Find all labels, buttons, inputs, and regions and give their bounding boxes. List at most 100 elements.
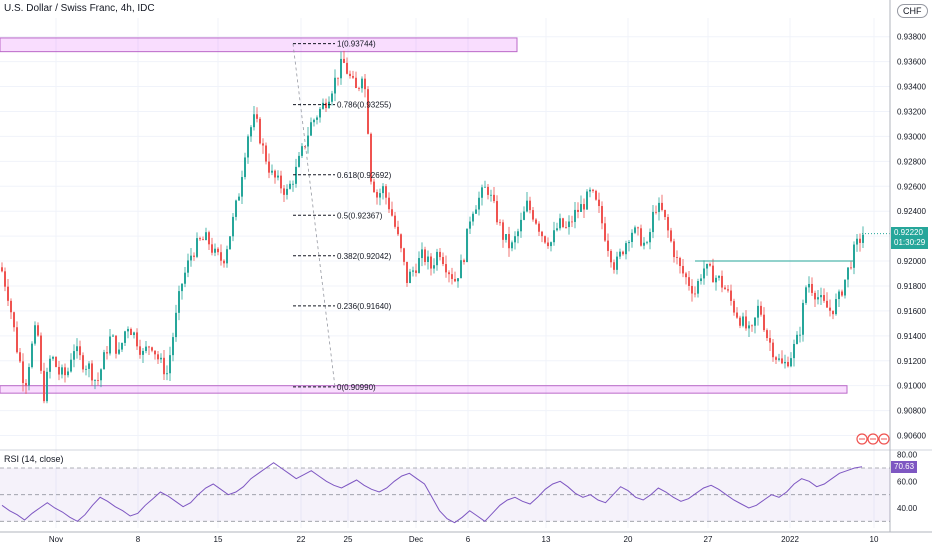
candle-body xyxy=(529,200,531,211)
candle-body xyxy=(238,196,240,201)
candle-body xyxy=(745,316,747,329)
candle-body xyxy=(67,371,69,376)
candle-body xyxy=(394,215,396,227)
candle-body xyxy=(523,211,525,220)
candle-body xyxy=(358,87,360,89)
candle-body xyxy=(490,194,492,196)
candle-body xyxy=(55,356,57,367)
candle-body xyxy=(628,241,630,244)
candle-body xyxy=(124,331,126,343)
candle-body xyxy=(79,346,81,356)
candle-body xyxy=(31,343,33,368)
candle-body xyxy=(793,343,795,359)
candle-body xyxy=(619,251,621,257)
fib-level-label: 0.382(0.92042) xyxy=(337,252,392,261)
candle-body xyxy=(427,256,429,262)
candle-body xyxy=(172,337,174,356)
candle-body xyxy=(583,204,585,210)
candle-body xyxy=(268,161,270,173)
candle-body xyxy=(631,232,633,242)
time-axis[interactable]: Nov 8 15 22 25 Dec 6 13 20 27 2022 10 xyxy=(0,531,932,544)
rsi-pane: 40.00 60.00 80.00 xyxy=(0,451,918,524)
candle-body xyxy=(85,368,87,370)
candle-body xyxy=(127,328,129,332)
candle-body xyxy=(241,177,243,197)
candle-body xyxy=(775,357,777,360)
candle-body xyxy=(385,186,387,198)
last-price-value: 0.92220 xyxy=(894,227,923,237)
candle-body xyxy=(844,279,846,296)
candle-body xyxy=(799,334,801,336)
candle-body xyxy=(724,287,726,290)
candle-body xyxy=(568,221,570,228)
candle-body xyxy=(679,257,681,266)
candle-body xyxy=(367,89,369,134)
candle-body xyxy=(727,289,729,291)
candle-body xyxy=(319,108,321,118)
candle-body xyxy=(580,204,582,212)
candle-body xyxy=(352,76,354,78)
candle-body xyxy=(316,117,318,120)
time-tick-label: 13 xyxy=(542,535,551,544)
candle-body xyxy=(505,234,507,240)
candle-body xyxy=(691,285,693,294)
candle-body xyxy=(265,145,267,162)
candle-body xyxy=(613,262,615,270)
candle-body xyxy=(82,355,84,370)
time-tick-label: 6 xyxy=(466,535,471,544)
candle-body xyxy=(58,366,60,375)
time-tick-label: 10 xyxy=(870,535,879,544)
candle-body xyxy=(376,192,378,198)
candle-body xyxy=(349,73,351,77)
rsi-tick-label: 60.00 xyxy=(897,477,918,486)
candle-body xyxy=(250,127,252,137)
candle-body xyxy=(721,275,723,288)
price-tick-label: 0.93000 xyxy=(897,132,926,141)
currency-badge[interactable]: CHF xyxy=(897,4,928,18)
price-tick-label: 0.93600 xyxy=(897,58,926,67)
candle-body xyxy=(211,244,213,253)
candle-body xyxy=(442,257,444,265)
candle-body xyxy=(409,271,411,283)
candle-body xyxy=(514,236,516,243)
candle-body xyxy=(676,257,678,258)
candle-body xyxy=(313,119,315,123)
candle-body xyxy=(652,211,654,233)
candle-body xyxy=(121,342,123,350)
candle-body xyxy=(772,342,774,358)
candle-body xyxy=(277,175,279,178)
candle-body xyxy=(790,358,792,367)
fib-level-label: 0(0.90990) xyxy=(337,383,376,392)
fib-level-label: 1(0.93744) xyxy=(337,40,376,49)
candle-body xyxy=(547,242,549,247)
last-price-tag: 0.92220 01:30:29 xyxy=(891,226,929,249)
candle-body xyxy=(142,350,144,355)
candle-body xyxy=(754,317,756,326)
fib-retracement[interactable]: 1(0.93744) 0.786(0.93255) 0.618(0.92692) 0.… xyxy=(292,40,392,392)
chart-title: U.S. Dollar / Swiss Franc, 4h, IDC xyxy=(4,3,155,14)
candle-body xyxy=(361,78,363,89)
candle-body xyxy=(571,221,573,223)
candle-body xyxy=(688,277,690,286)
candle-body xyxy=(808,283,810,288)
candle-body xyxy=(565,227,567,228)
candle-body xyxy=(46,371,48,402)
candle-body xyxy=(460,260,462,279)
candle-body xyxy=(463,260,465,263)
candle-body xyxy=(70,359,72,372)
candle-body xyxy=(748,325,750,329)
candle-body xyxy=(418,258,420,273)
candle-body xyxy=(742,316,744,326)
candle-body xyxy=(421,249,423,259)
candle-body xyxy=(388,197,390,210)
rsi-tick-label: 40.00 xyxy=(897,504,918,513)
candle-body xyxy=(562,218,564,228)
candle-body xyxy=(34,325,36,344)
candle-body xyxy=(811,283,813,293)
candle-body xyxy=(289,183,291,189)
candle-body xyxy=(853,244,855,268)
price-tick-label: 0.93400 xyxy=(897,83,926,92)
candle-body xyxy=(304,146,306,147)
